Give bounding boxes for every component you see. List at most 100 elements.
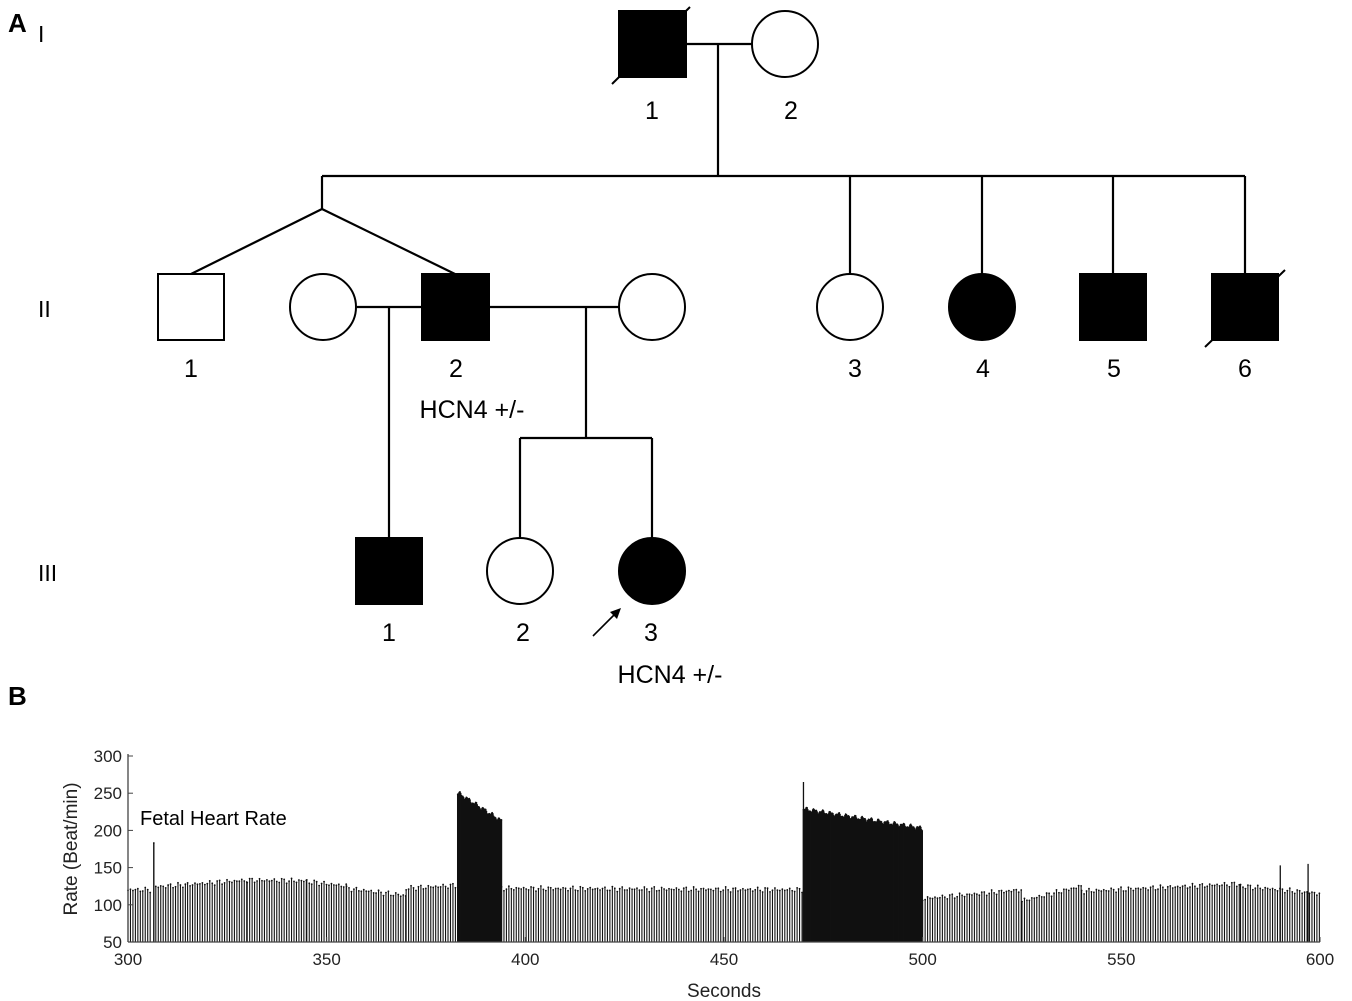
bar-cap-306 — [764, 887, 766, 889]
bar-cap-631 — [1266, 887, 1269, 890]
bar-cap-241 — [604, 886, 606, 889]
y-tick-label-3: 200 — [94, 821, 122, 840]
individual-III-3-label: 3 — [644, 619, 658, 647]
bar-cap-34 — [211, 882, 214, 885]
bar-cap-316 — [788, 887, 791, 890]
bar-cap-537 — [1038, 894, 1041, 897]
x-tick-label-5: 550 — [1107, 950, 1135, 969]
bar-cap-47 — [243, 880, 246, 882]
bar-cap-201 — [505, 888, 508, 890]
bar-cap-245 — [613, 887, 616, 890]
bar-cap-491 — [926, 896, 929, 898]
bar-cap-264 — [660, 886, 663, 889]
bar-cap-294 — [734, 887, 737, 889]
bar-cap-285 — [712, 889, 715, 892]
individual-III-2-label: 2 — [516, 619, 530, 647]
bar-cap-67 — [290, 877, 293, 880]
bar-cap-121 — [417, 885, 420, 888]
bar-cap-557 — [1085, 890, 1088, 892]
bar-cap-584 — [1152, 885, 1154, 888]
bar-cap-505 — [961, 894, 963, 897]
bar-cap-530 — [1021, 900, 1023, 903]
individual-II-5-label: 5 — [1107, 355, 1121, 383]
bar-cap-630 — [1264, 886, 1267, 889]
bar-cap-615 — [1228, 885, 1231, 888]
bar-cap-65 — [285, 882, 288, 885]
bar-cap-558 — [1088, 887, 1090, 890]
bar-cap-19 — [174, 885, 177, 888]
bar-cap-556 — [1083, 893, 1085, 895]
bar-cap-548 — [1065, 888, 1068, 891]
bar-cap-219 — [549, 886, 552, 889]
bar-cap-600 — [1191, 882, 1194, 885]
individual-II-4-symbol — [948, 273, 1016, 341]
bar-cap-260 — [650, 887, 653, 890]
bar-cap-66 — [288, 880, 290, 883]
bar-cap-198 — [500, 818, 503, 821]
bar-cap-364 — [832, 814, 835, 817]
bar-cap-642 — [1293, 892, 1296, 895]
bar-cap-640 — [1288, 887, 1291, 890]
proband-arrow-icon — [592, 608, 621, 637]
bar-cap-16 — [167, 884, 170, 886]
bar-cap-282 — [705, 889, 707, 892]
bar-cap-617 — [1233, 881, 1236, 884]
bar-cap-1 — [129, 888, 132, 891]
bar-cap-129 — [437, 886, 440, 889]
bar-cap-652 — [1318, 892, 1321, 895]
bar-cap-620 — [1239, 883, 1242, 886]
bar-cap-103 — [375, 892, 377, 894]
bar-cap-244 — [611, 885, 614, 888]
bar-cap-508 — [968, 893, 971, 896]
individual-I-2-label: 2 — [784, 97, 798, 125]
fetal-heart-rate-chart: 50 100 150 200 250 300 300 350 400 450 500 550 600 Se… — [61, 747, 1334, 1001]
bar-cap-539 — [1043, 896, 1046, 898]
bar-cap-102 — [372, 891, 375, 894]
bar-cap-649 — [1311, 891, 1313, 894]
bar-cap-82 — [325, 883, 328, 886]
bar-cap-284 — [709, 888, 712, 891]
bar-cap-28 — [196, 883, 199, 886]
bar-cap-506 — [963, 895, 966, 898]
bar-cap-36 — [216, 880, 219, 882]
bar-cap-21 — [179, 884, 182, 886]
bar-cap-266 — [665, 889, 668, 892]
bar-cap-304 — [759, 889, 762, 892]
bar-cap-274 — [685, 886, 688, 889]
bar-cap-273 — [682, 887, 685, 889]
generation-label-3: III — [38, 560, 57, 586]
bar-cap-571 — [1120, 886, 1122, 889]
bar-cap-622 — [1244, 887, 1247, 890]
bar-cap-603 — [1198, 883, 1201, 886]
individual-II-2-symbol — [421, 273, 490, 341]
bar-cap-562 — [1097, 889, 1100, 892]
bar-cap-555 — [1080, 889, 1083, 892]
bar-cap-490 — [924, 898, 927, 901]
bar-cap-62 — [278, 881, 281, 884]
bar-cap-97 — [360, 890, 363, 893]
bar-cap-86 — [335, 884, 338, 887]
bar-cap-524 — [1007, 889, 1010, 892]
bar-cap-272 — [680, 890, 683, 893]
bar-cap-549 — [1067, 889, 1070, 892]
bar-cap-258 — [645, 888, 648, 890]
bar-cap-550 — [1070, 887, 1073, 890]
bar-cap-515 — [985, 894, 988, 897]
bar-cap-310 — [774, 887, 776, 889]
bar-cap-17 — [169, 883, 172, 886]
bar-cap-431 — [880, 820, 883, 823]
bar-cap-648 — [1308, 892, 1311, 895]
bar-cap-145 — [462, 796, 465, 799]
bar-cap-525 — [1010, 890, 1013, 893]
bar-cap-489 — [921, 899, 924, 902]
bar-cap-257 — [643, 886, 646, 888]
bar-cap-590 — [1166, 885, 1169, 888]
bar-cap-493 — [931, 897, 934, 900]
bar-cap-583 — [1149, 886, 1152, 889]
bar-cap-81 — [323, 880, 325, 883]
bar-cap-373 — [839, 813, 841, 816]
individual-III-1-symbol — [355, 537, 423, 605]
bar-cap-70 — [298, 879, 300, 881]
bar-cap-9 — [149, 891, 152, 894]
